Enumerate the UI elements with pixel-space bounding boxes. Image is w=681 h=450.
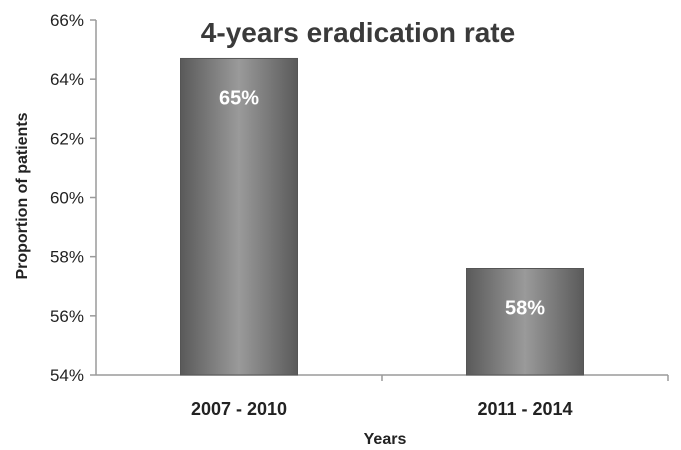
x-axis-labels: 2007 - 2010 2011 - 2014 — [191, 399, 573, 419]
bar — [466, 268, 584, 376]
y-tick-label: 66% — [50, 11, 84, 30]
x-category-label: 2007 - 2010 — [191, 399, 287, 419]
x-axis-title: Years — [364, 431, 407, 448]
y-axis-ticks: 54% 56% 58% 60% 62% 64% 66% — [50, 11, 96, 385]
data-label: 65% — [219, 87, 259, 109]
y-axis-title: Proportion of patients — [14, 112, 31, 279]
x-category-label: 2011 - 2014 — [477, 399, 572, 419]
bars: 65% 58% — [180, 57, 584, 376]
y-tick-label: 56% — [50, 307, 84, 326]
y-tick-label: 54% — [50, 366, 84, 385]
y-tick-label: 64% — [50, 70, 84, 89]
data-label: 58% — [505, 298, 545, 320]
y-tick-label: 60% — [50, 189, 84, 208]
bar — [180, 57, 298, 376]
chart-title: 4-years eradication rate — [201, 17, 515, 48]
y-tick-label: 62% — [50, 129, 84, 148]
y-tick-label: 58% — [50, 248, 84, 267]
